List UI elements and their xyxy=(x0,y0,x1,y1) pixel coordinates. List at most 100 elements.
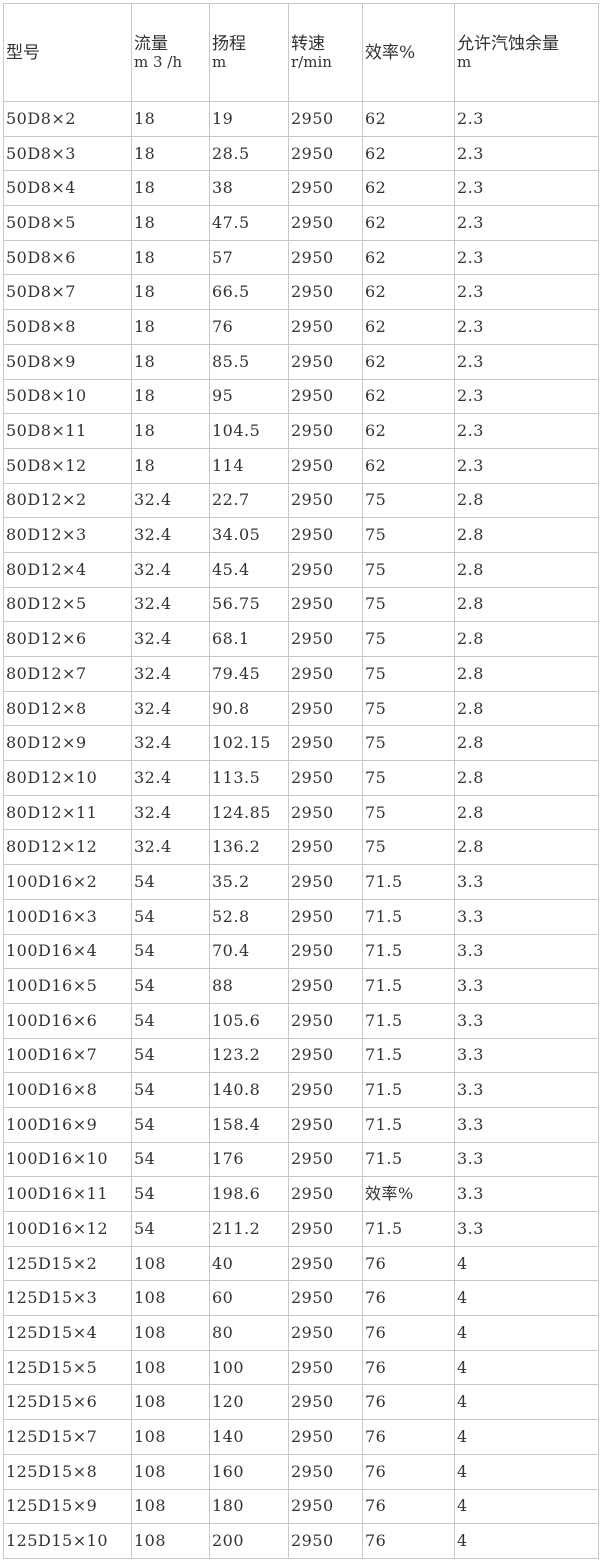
cell-npsh: 3.3 xyxy=(454,1141,599,1178)
cell-model: 50D8×8 xyxy=(3,309,132,345)
cell-efficiency: 76 xyxy=(362,1349,455,1386)
cell-head: 100 xyxy=(209,1349,289,1386)
cell-npsh: 3.3 xyxy=(454,1211,599,1247)
cell-model: 100D16×4 xyxy=(3,933,132,970)
cell-speed: 2950 xyxy=(288,760,363,796)
cell-head: 52.8 xyxy=(209,898,289,935)
cell-efficiency: 62 xyxy=(362,205,455,241)
cell-npsh: 3.3 xyxy=(454,1106,599,1143)
cell-flow: 108 xyxy=(131,1523,210,1559)
cell-efficiency: 71.5 xyxy=(362,1211,455,1247)
cell-efficiency: 76 xyxy=(362,1488,455,1525)
table-row: 125D15×2 108 40 2950 76 4 xyxy=(3,1245,599,1282)
cell-npsh: 2.8 xyxy=(454,829,599,866)
cell-model: 50D8×3 xyxy=(3,135,132,172)
cell-head: 80 xyxy=(209,1315,289,1351)
cell-flow: 32.4 xyxy=(131,725,210,762)
cell-model: 125D15×7 xyxy=(3,1419,132,1455)
header-head: 扬程 m xyxy=(209,3,289,102)
cell-head: 160 xyxy=(209,1453,289,1490)
cell-flow: 108 xyxy=(131,1453,210,1490)
cell-efficiency: 75 xyxy=(362,482,455,519)
table-row: 50D8×11 18 104.5 2950 62 2.3 xyxy=(3,413,599,449)
cell-head: 19 xyxy=(209,101,289,137)
table-row: 50D8×6 18 57 2950 62 2.3 xyxy=(3,239,599,276)
cell-efficiency: 62 xyxy=(362,343,455,380)
cell-npsh: 2.8 xyxy=(454,760,599,796)
cell-head: 198.6 xyxy=(209,1176,289,1212)
cell-efficiency: 62 xyxy=(362,309,455,345)
header-model: 型号 xyxy=(3,3,132,102)
cell-npsh: 2.3 xyxy=(454,135,599,172)
cell-speed: 2950 xyxy=(288,690,363,727)
cell-speed: 2950 xyxy=(288,1072,363,1108)
cell-model: 125D15×9 xyxy=(3,1488,132,1525)
cell-speed: 2950 xyxy=(288,101,363,137)
cell-efficiency: 75 xyxy=(362,760,455,796)
cell-speed: 2950 xyxy=(288,933,363,970)
cell-npsh: 4 xyxy=(454,1280,599,1317)
table-row: 50D8×10 18 95 2950 62 2.3 xyxy=(3,378,599,415)
cell-head: 85.5 xyxy=(209,343,289,380)
cell-npsh: 2.3 xyxy=(454,205,599,241)
cell-efficiency: 62 xyxy=(362,447,455,484)
table-row: 80D12×2 32.4 22.7 2950 75 2.8 xyxy=(3,482,599,519)
table-row: 80D12×5 32.4 56.75 2950 75 2.8 xyxy=(3,586,599,623)
cell-model: 100D16×6 xyxy=(3,1002,132,1039)
cell-speed: 2950 xyxy=(288,1384,363,1421)
cell-head: 66.5 xyxy=(209,274,289,311)
cell-speed: 2950 xyxy=(288,482,363,519)
cell-model: 125D15×10 xyxy=(3,1523,132,1559)
cell-flow: 18 xyxy=(131,101,210,137)
cell-model: 80D12×10 xyxy=(3,760,132,796)
cell-npsh: 2.8 xyxy=(454,621,599,657)
cell-efficiency: 75 xyxy=(362,829,455,866)
cell-model: 100D16×3 xyxy=(3,898,132,935)
cell-efficiency: 76 xyxy=(362,1384,455,1421)
cell-npsh: 4 xyxy=(454,1419,599,1455)
cell-head: 124.85 xyxy=(209,794,289,831)
table-row: 80D12×12 32.4 136.2 2950 75 2.8 xyxy=(3,829,599,866)
cell-speed: 2950 xyxy=(288,135,363,172)
cell-model: 80D12×6 xyxy=(3,621,132,657)
cell-model: 100D16×12 xyxy=(3,1211,132,1247)
cell-model: 100D16×5 xyxy=(3,968,132,1004)
cell-head: 158.4 xyxy=(209,1106,289,1143)
cell-npsh: 4 xyxy=(454,1453,599,1490)
cell-flow: 18 xyxy=(131,343,210,380)
table-row: 100D16×11 54 198.6 2950 效率% 3.3 xyxy=(3,1176,599,1212)
cell-npsh: 2.8 xyxy=(454,794,599,831)
cell-efficiency: 62 xyxy=(362,135,455,172)
cell-npsh: 2.8 xyxy=(454,690,599,727)
cell-speed: 2950 xyxy=(288,864,363,900)
cell-head: 140 xyxy=(209,1419,289,1455)
cell-efficiency: 62 xyxy=(362,101,455,137)
cell-speed: 2950 xyxy=(288,413,363,449)
cell-efficiency: 75 xyxy=(362,656,455,692)
cell-model: 100D16×10 xyxy=(3,1141,132,1178)
cell-flow: 18 xyxy=(131,274,210,311)
table-row: 100D16×12 54 211.2 2950 71.5 3.3 xyxy=(3,1211,599,1247)
cell-head: 22.7 xyxy=(209,482,289,519)
cell-flow: 54 xyxy=(131,898,210,935)
cell-flow: 32.4 xyxy=(131,760,210,796)
cell-efficiency: 71.5 xyxy=(362,933,455,970)
cell-head: 200 xyxy=(209,1523,289,1559)
cell-flow: 32.4 xyxy=(131,621,210,657)
cell-model: 80D12×7 xyxy=(3,656,132,692)
cell-head: 180 xyxy=(209,1488,289,1525)
cell-npsh: 4 xyxy=(454,1523,599,1559)
cell-model: 80D12×9 xyxy=(3,725,132,762)
cell-speed: 2950 xyxy=(288,1523,363,1559)
cell-npsh: 2.3 xyxy=(454,309,599,345)
table-row: 80D12×10 32.4 113.5 2950 75 2.8 xyxy=(3,760,599,796)
table-row: 100D16×9 54 158.4 2950 71.5 3.3 xyxy=(3,1106,599,1143)
cell-head: 90.8 xyxy=(209,690,289,727)
cell-efficiency: 75 xyxy=(362,621,455,657)
cell-flow: 18 xyxy=(131,205,210,241)
cell-head: 38 xyxy=(209,170,289,207)
cell-head: 113.5 xyxy=(209,760,289,796)
cell-npsh: 2.8 xyxy=(454,586,599,623)
cell-model: 80D12×2 xyxy=(3,482,132,519)
cell-speed: 2950 xyxy=(288,1419,363,1455)
